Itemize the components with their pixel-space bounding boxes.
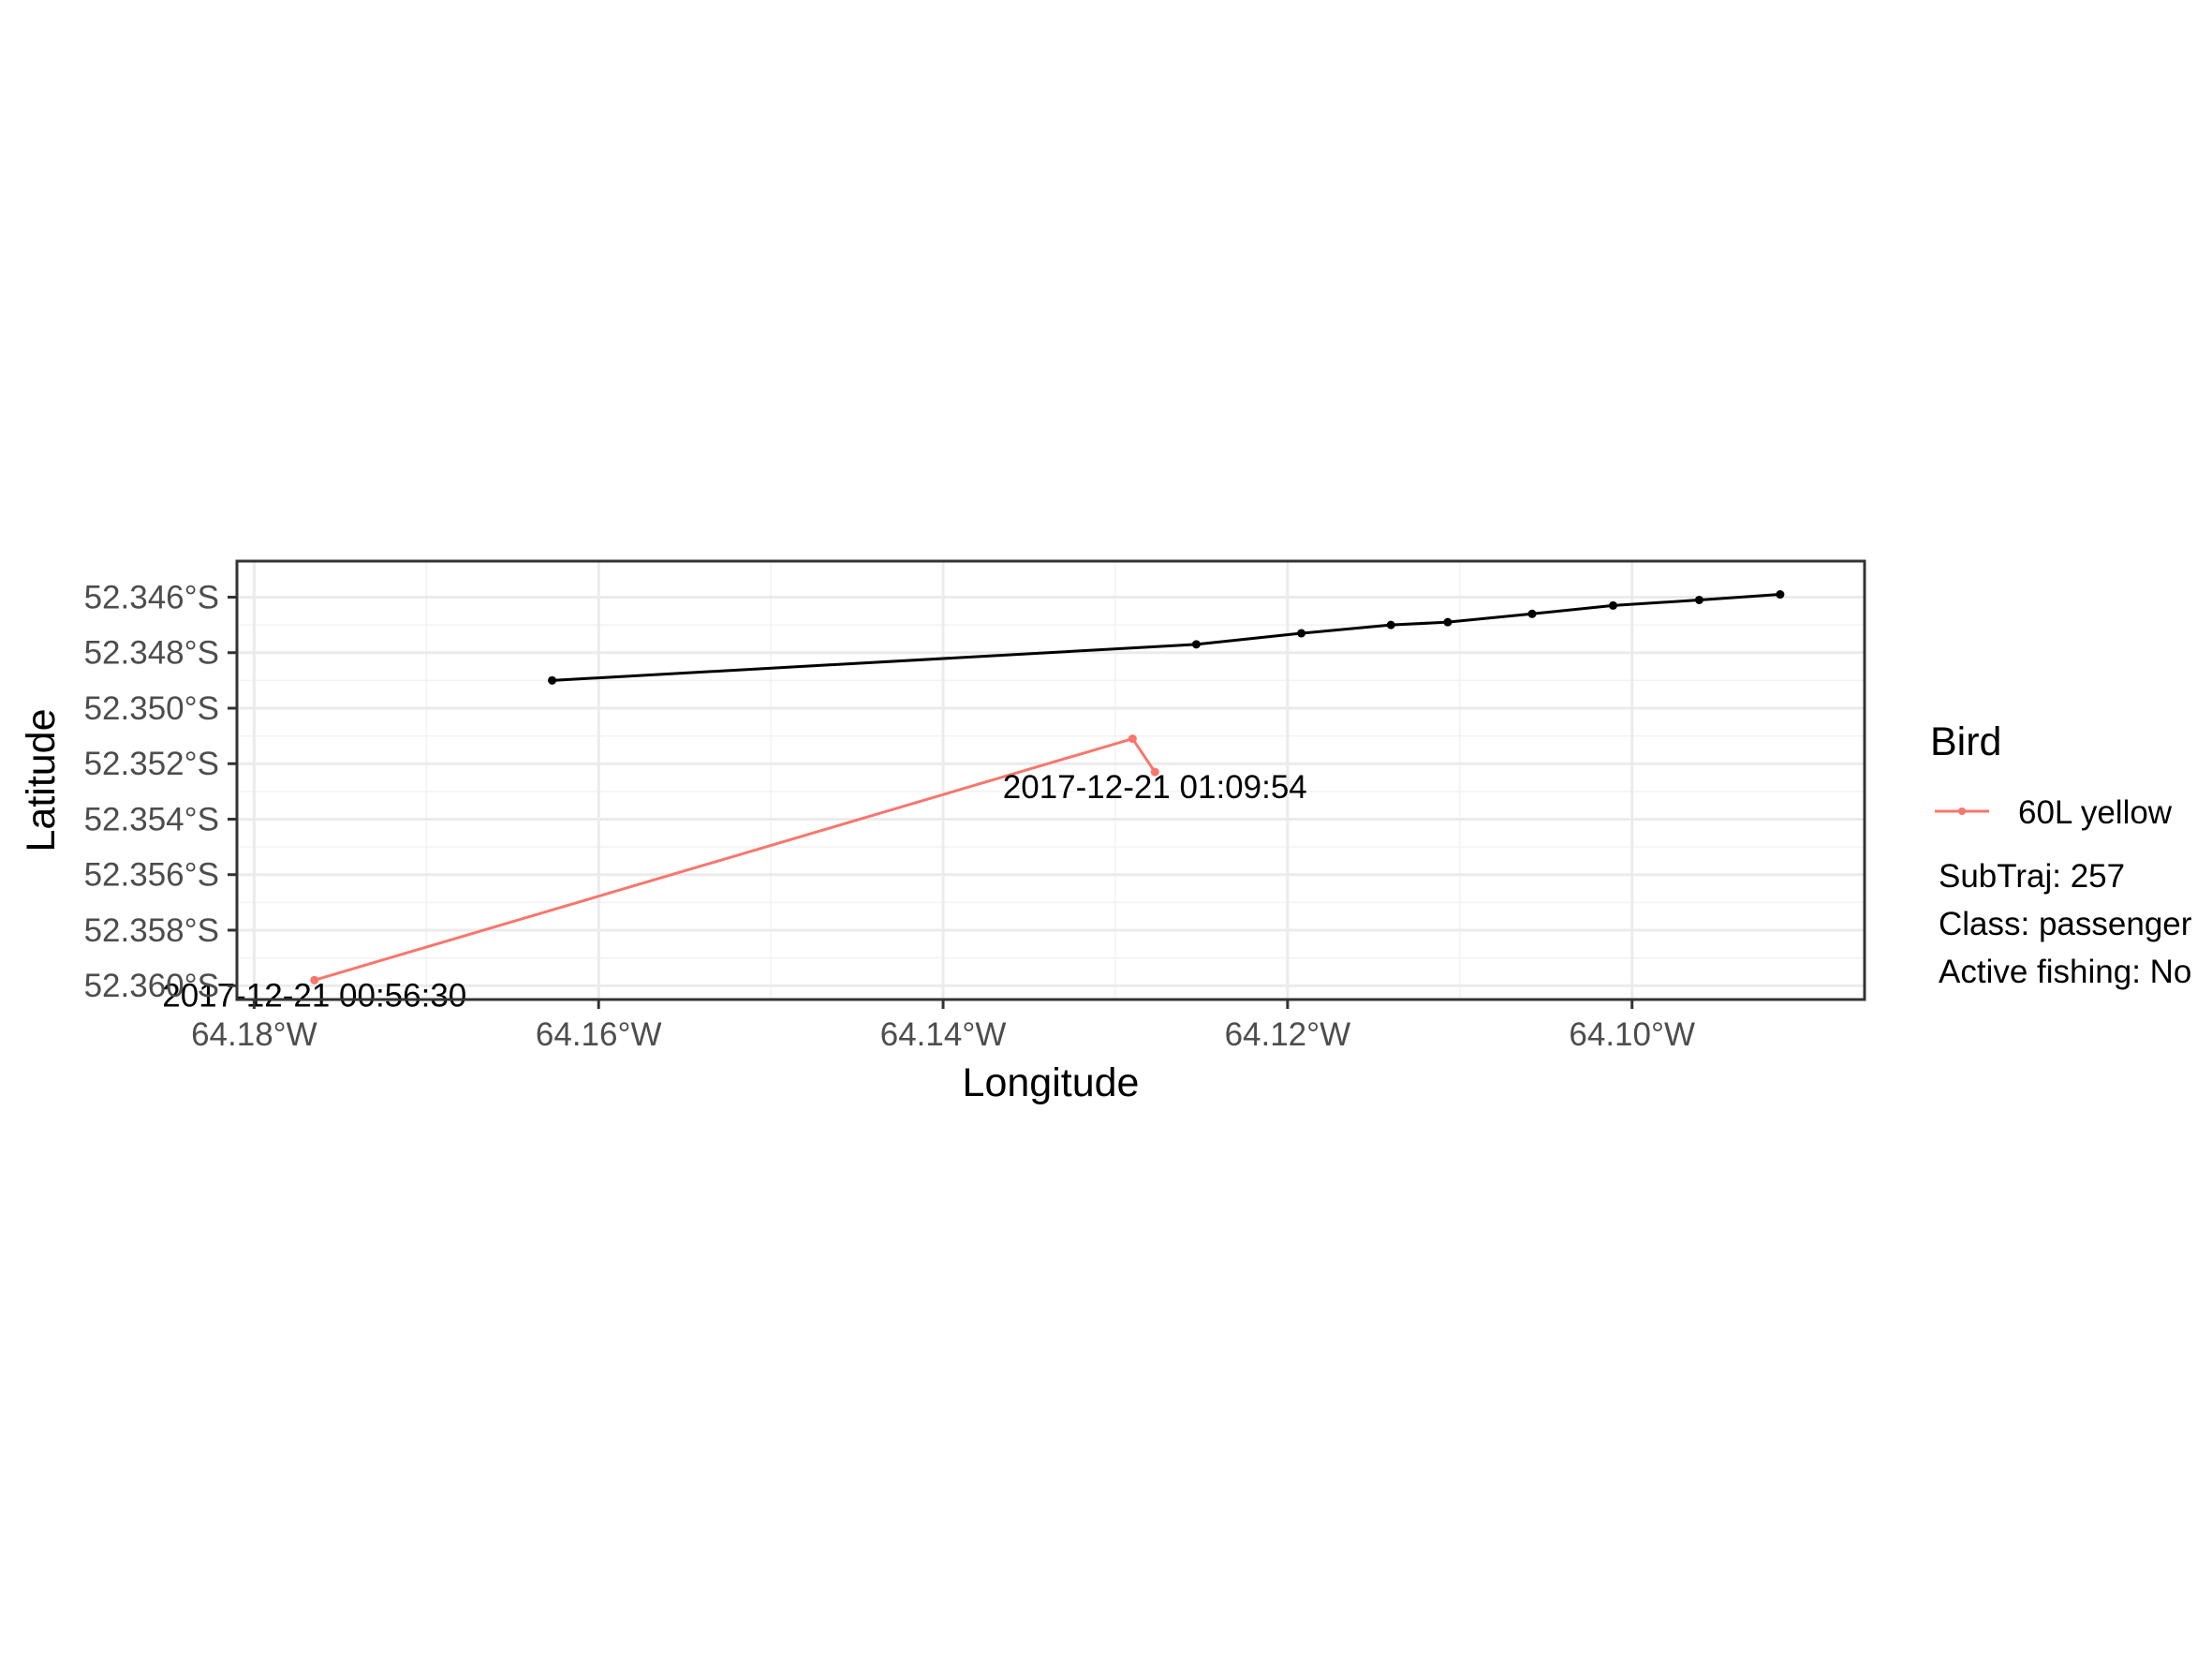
series-point-1 bbox=[1527, 609, 1537, 618]
legend-title: Bird bbox=[1930, 719, 2001, 764]
panel-border bbox=[235, 559, 1866, 1001]
series-point-1 bbox=[1191, 640, 1201, 649]
series-point-1 bbox=[1776, 590, 1785, 600]
series-point-0 bbox=[310, 975, 319, 985]
y-tick-label: 52.348°S bbox=[84, 635, 219, 672]
legend: Bird 60L yellow SubTraj: 257 Class: pass… bbox=[1930, 719, 2192, 990]
y-axis-title: Latitude bbox=[19, 708, 64, 852]
series-point-0 bbox=[1128, 734, 1137, 744]
y-tick-label: 52.356°S bbox=[84, 857, 219, 894]
y-tick-label: 52.346°S bbox=[84, 580, 219, 616]
annotation-layer: 2017-12-21 00:56:30 2017-12-21 01:09:54 bbox=[162, 769, 1307, 1014]
series-point-1 bbox=[1297, 629, 1306, 638]
series-point-1 bbox=[1386, 620, 1395, 630]
x-axis-title: Longitude bbox=[963, 1060, 1140, 1105]
legend-active-fishing: Active fishing: No bbox=[1939, 954, 2191, 990]
series-point-1 bbox=[1694, 595, 1703, 604]
x-tick-label: 64.18°W bbox=[191, 1016, 317, 1053]
y-tick-label: 52.358°S bbox=[84, 912, 219, 949]
series-point-1 bbox=[1608, 600, 1617, 610]
y-tick-label: 52.352°S bbox=[84, 746, 219, 782]
series-point-1 bbox=[548, 675, 557, 685]
series-point-1 bbox=[1443, 617, 1453, 627]
legend-key-dot bbox=[1958, 807, 1966, 815]
y-tick-label: 52.354°S bbox=[84, 801, 219, 837]
x-tick-label: 64.16°W bbox=[536, 1016, 662, 1053]
x-tick-label: 64.14°W bbox=[880, 1016, 1007, 1053]
annotation-label-1: 2017-12-21 01:09:54 bbox=[1003, 769, 1307, 806]
series-layer bbox=[310, 590, 1785, 985]
legend-label: 60L yellow bbox=[2018, 794, 2173, 831]
x-tick-label: 64.10°W bbox=[1569, 1016, 1695, 1053]
legend-class: Class: passenger bbox=[1939, 906, 2192, 942]
axis-layer: 64.18°W 64.16°W 64.14°W 64.12°W 64.10°W 52.34… bbox=[84, 580, 1695, 1053]
series-point-0 bbox=[1150, 767, 1159, 777]
x-tick-label: 64.12°W bbox=[1225, 1016, 1351, 1053]
y-tick-label: 52.360°S bbox=[84, 968, 219, 1004]
y-tick-label: 52.350°S bbox=[84, 690, 219, 727]
annotation-label-0: 2017-12-21 00:56:30 bbox=[162, 977, 466, 1014]
legend-subtraj: SubTraj: 257 bbox=[1939, 858, 2125, 895]
